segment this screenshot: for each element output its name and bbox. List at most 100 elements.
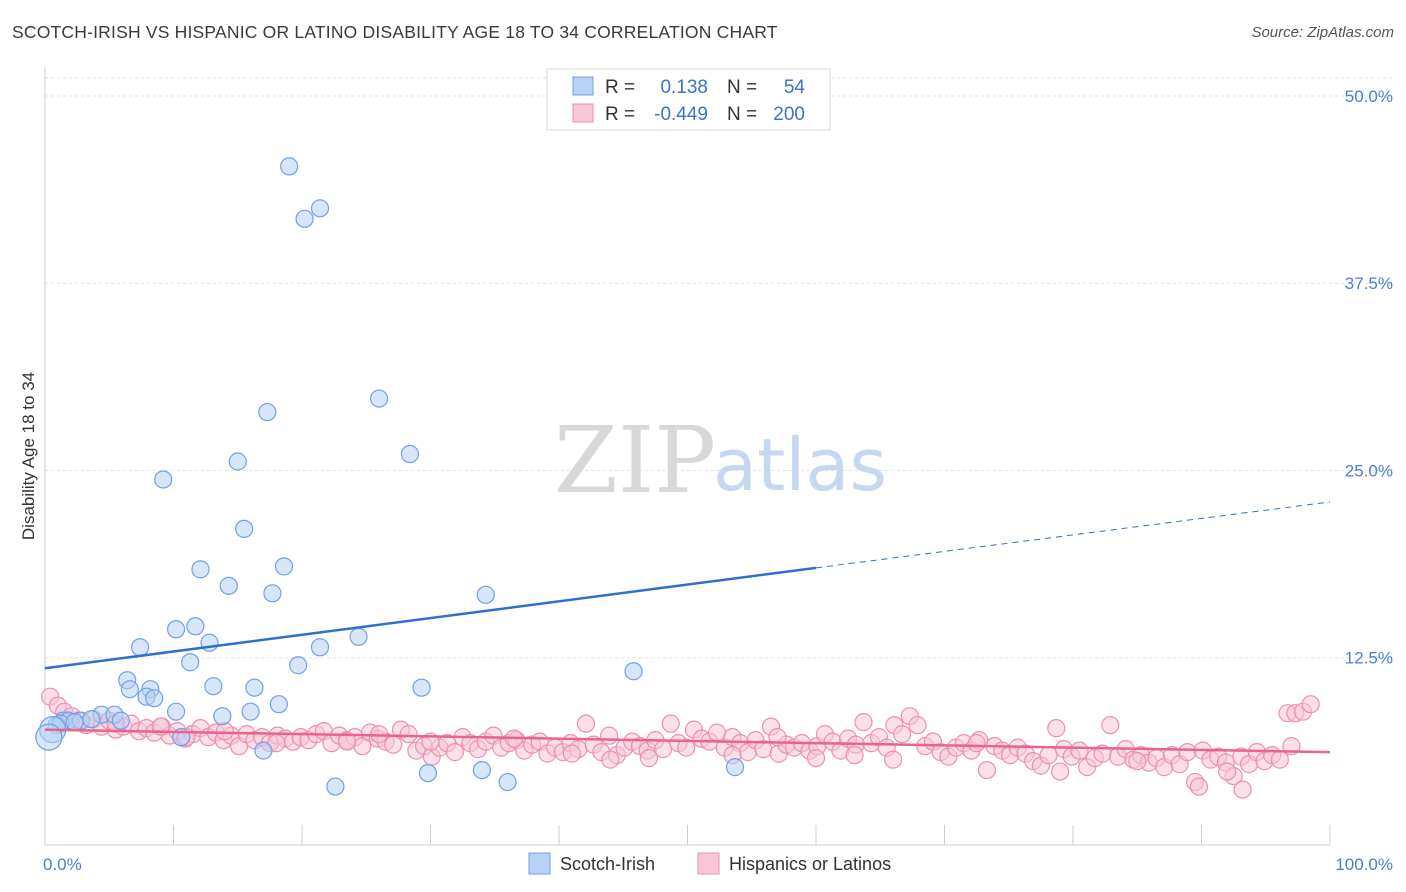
hispanics-point	[1218, 762, 1237, 781]
scotch-irish-point	[166, 620, 186, 639]
scotch-irish-point	[235, 519, 254, 539]
scotch-irish-point	[349, 627, 368, 646]
hispanics-point	[445, 743, 465, 762]
scotch-irish-point	[254, 741, 273, 760]
grid-lines	[45, 77, 1395, 659]
scotch-irish-point	[145, 689, 164, 708]
hispanics-point	[1189, 777, 1209, 796]
hispanics-point	[806, 749, 826, 768]
scotch-irish-point	[213, 707, 232, 726]
x-tick-label-min: 0.0%	[43, 855, 82, 874]
hispanics-point	[1039, 746, 1058, 765]
hispanics-point	[1233, 780, 1252, 799]
legend-swatch-hispanics	[572, 103, 594, 123]
watermark-zip: ZIP	[554, 407, 716, 514]
scotch-irish-point	[476, 585, 495, 604]
hispanics-point	[639, 749, 659, 768]
legend-r-value-2: -0.449	[654, 104, 708, 125]
y-tick-label: 37.5%	[1345, 274, 1393, 293]
scotch-irish-point	[310, 199, 330, 218]
y-tick-label: 50.0%	[1345, 87, 1393, 106]
scotch-irish-point	[258, 402, 277, 422]
scotch-irish-point	[241, 702, 260, 721]
hispanics-point	[1178, 743, 1197, 762]
hispanics-point	[601, 750, 620, 769]
scotch-irish-point	[472, 760, 491, 780]
scotch-irish-point	[245, 678, 264, 697]
watermark-atlas: atlas	[713, 423, 887, 507]
bottom-legend-label-hispanics: Hispanics or Latinos	[729, 854, 891, 874]
axes	[44, 68, 1331, 846]
scotch-irish-point	[295, 209, 314, 228]
scotch-irish-point	[310, 638, 330, 657]
y-tick-label: 12.5%	[1345, 649, 1393, 668]
hispanics-point	[562, 744, 581, 763]
hispanics-point	[215, 722, 234, 741]
legend-n-value-2: 200	[773, 104, 805, 125]
scotch-irish-point	[186, 617, 205, 636]
scotch-irish-point	[418, 763, 438, 783]
scotch-irish-point	[725, 758, 745, 777]
scotch-irish-point	[263, 584, 282, 603]
hispanics-point	[384, 735, 403, 754]
scotch-irish-point	[219, 576, 238, 595]
legend-n-label-1: N =	[727, 77, 757, 98]
legend-n-label-2: N =	[727, 104, 757, 125]
legend-box: R = 0.138 N = 54 R = -0.449 N = 200	[546, 68, 831, 131]
scotch-irish-point	[166, 702, 186, 721]
hispanics-point	[908, 716, 927, 735]
source-label: Source: ZipAtlas.com	[1251, 24, 1394, 41]
chart-title: SCOTCH-IRISH VS HISPANIC OR LATINO DISAB…	[12, 22, 778, 42]
hispanics-point	[576, 714, 596, 733]
bottom-legend-swatch-scotch-irish	[528, 852, 551, 875]
trend-lines	[44, 501, 1331, 754]
watermark: ZIP atlas	[554, 407, 887, 514]
hispanics-point	[883, 750, 903, 769]
scotch-irish-point	[370, 389, 389, 408]
hispanics-point	[661, 714, 680, 733]
scotch-irish-point	[274, 557, 294, 576]
hispanics-point	[977, 760, 997, 780]
legend-n-value-1: 54	[784, 77, 806, 98]
scotch-irish-point	[400, 444, 420, 464]
hispanics-point	[967, 734, 986, 753]
bottom-legend-label-scotch-irish: Scotch-Irish	[560, 854, 655, 874]
hispanics-point	[1128, 752, 1147, 771]
hispanics-point	[1051, 762, 1070, 781]
trend-line-hispanics	[44, 728, 1331, 754]
scotch-irish-point	[204, 677, 223, 696]
hispanics-point	[845, 746, 864, 765]
legend-r-label-2: R =	[605, 104, 635, 125]
scotch-irish-point	[498, 772, 517, 792]
series-hispanics-points	[41, 687, 1320, 799]
hispanics-point	[677, 738, 696, 757]
x-tick-label-max: 100.0%	[1335, 855, 1393, 874]
scotch-irish-point	[120, 680, 139, 699]
hispanics-point	[337, 732, 357, 751]
hispanics-point	[854, 713, 873, 732]
scotch-irish-point	[624, 662, 643, 681]
scotch-irish-point	[130, 638, 150, 657]
scotch-irish-point	[269, 695, 288, 714]
hispanics-point	[707, 723, 727, 742]
hispanics-point	[1047, 719, 1066, 738]
bottom-legend-swatch-hispanics	[697, 852, 720, 875]
trend-line-scotch-irish-extension	[815, 501, 1331, 569]
hispanics-point	[399, 725, 418, 744]
y-tick-labels: 12.5% 25.0% 37.5% 50.0%	[1345, 87, 1393, 668]
series-scotch-irish-points	[35, 157, 745, 796]
x-tick-labels: 0.0% 100.0%	[43, 855, 1393, 874]
scotch-irish-point	[181, 653, 200, 672]
hispanics-point	[1070, 741, 1089, 760]
y-tick-label: 25.0%	[1345, 461, 1393, 480]
legend-r-value-1: 0.138	[660, 77, 708, 98]
trend-line-scotch-irish	[44, 566, 817, 670]
scotch-irish-point	[280, 157, 299, 176]
scotch-irish-point	[228, 452, 247, 471]
hispanics-point	[600, 726, 619, 745]
hispanics-point	[892, 725, 912, 744]
bottom-legend: Scotch-Irish Hispanics or Latinos	[528, 852, 891, 875]
scotch-irish-point	[412, 678, 431, 697]
legend-r-label-1: R =	[605, 77, 635, 98]
scotch-irish-point	[111, 711, 130, 730]
